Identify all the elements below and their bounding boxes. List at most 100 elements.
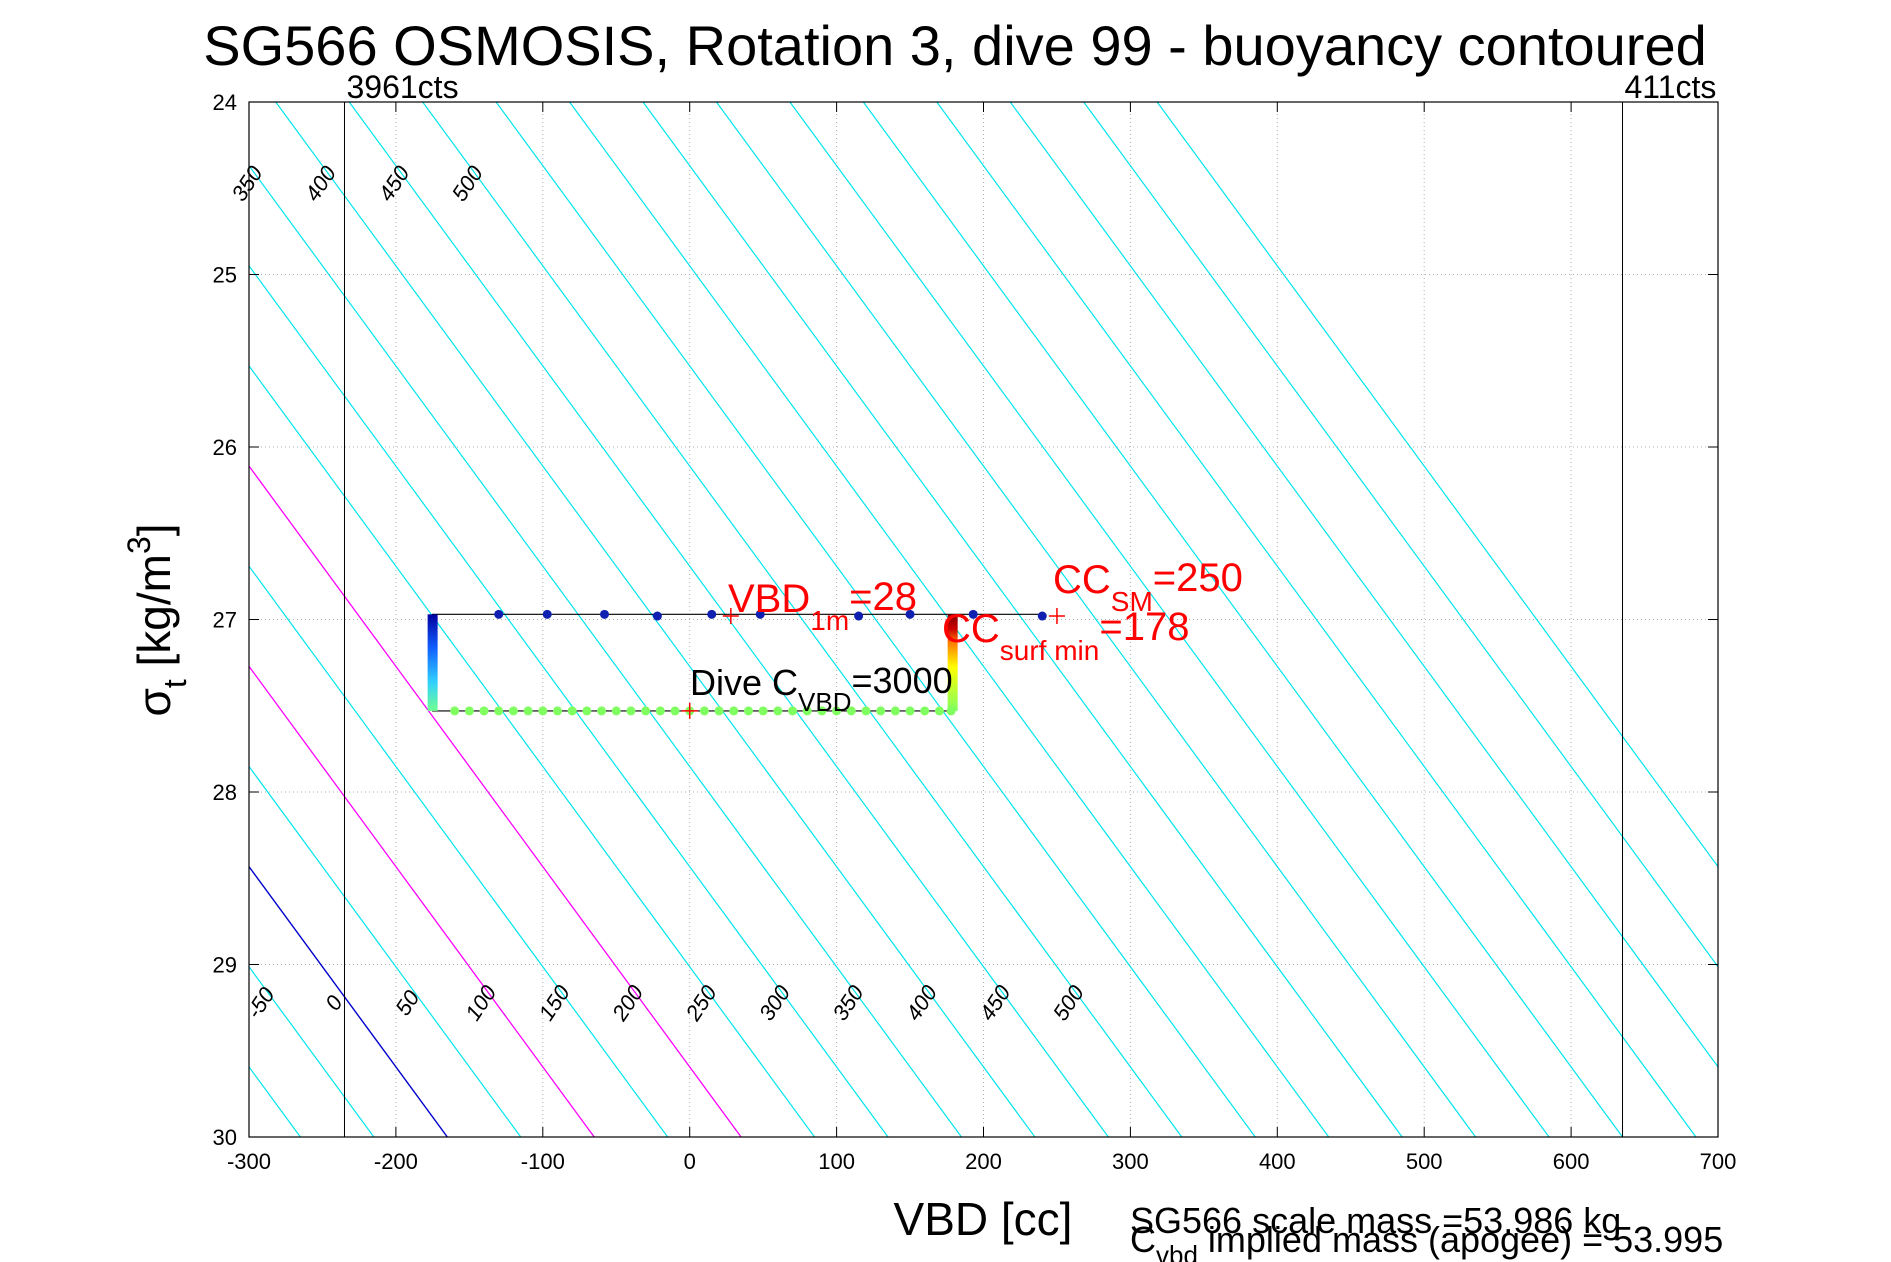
contour-line xyxy=(249,464,742,1137)
chart-title: SG566 OSMOSIS, Rotation 3, dive 99 - buo… xyxy=(203,14,1707,77)
data-point xyxy=(832,706,842,716)
data-point xyxy=(861,706,871,716)
data-point xyxy=(655,706,665,716)
data-point xyxy=(464,706,474,716)
y-label-sub: t xyxy=(157,679,193,688)
y-tick-label: 28 xyxy=(213,780,237,805)
data-point xyxy=(599,609,609,619)
markers xyxy=(681,608,1065,719)
contour-line xyxy=(422,102,1183,1137)
y-label-main: σ xyxy=(128,688,180,716)
x-tick-label: 200 xyxy=(965,1149,1002,1174)
data-point xyxy=(968,609,978,619)
limit-lines: 3961cts 411cts xyxy=(343,69,1717,1137)
contour-line xyxy=(249,865,448,1137)
y-axis-label: σt [kg/m3] xyxy=(121,523,193,716)
contour-line xyxy=(249,164,962,1137)
implied-mass-text: Cvbd implied mass (apogee) = 53.995 xyxy=(1130,1219,1723,1262)
data-point xyxy=(905,609,915,619)
contour-line xyxy=(495,102,1256,1137)
data-point xyxy=(508,706,518,716)
data-point xyxy=(1037,611,1047,621)
x-tick-label: 600 xyxy=(1553,1149,1590,1174)
x-tick-label: 100 xyxy=(818,1149,855,1174)
data-point xyxy=(876,706,886,716)
x-tick-label: -300 xyxy=(227,1149,271,1174)
contour-line xyxy=(862,102,1623,1137)
x-tick-label: 400 xyxy=(1259,1149,1296,1174)
y-tick-label: 24 xyxy=(213,90,237,115)
data-point xyxy=(450,706,460,716)
y-label-units: [kg/m xyxy=(128,554,180,679)
data-point xyxy=(788,706,798,716)
data-point xyxy=(626,706,636,716)
data-point xyxy=(817,706,827,716)
data-point xyxy=(652,611,662,621)
contour-line xyxy=(642,102,1403,1137)
data-point xyxy=(523,706,533,716)
cc-sm-annotation: CCSM=250 xyxy=(1053,556,1243,617)
data-point xyxy=(494,706,504,716)
data-points xyxy=(450,609,1047,716)
contour-line xyxy=(0,102,80,1137)
y-label-exp: 3 xyxy=(121,536,157,554)
data-point xyxy=(611,706,621,716)
plus-marker xyxy=(681,702,698,719)
data-point xyxy=(582,706,592,716)
data-point xyxy=(494,609,504,619)
data-point xyxy=(946,706,956,716)
svg-text:σt [kg/m3]: σt [kg/m3] xyxy=(121,523,193,716)
ascent-color-band xyxy=(947,614,958,711)
data-point xyxy=(934,706,944,716)
data-point xyxy=(729,706,739,716)
data-point xyxy=(707,609,717,619)
contour-line xyxy=(249,565,669,1137)
buoyancy-contours xyxy=(0,102,1718,1137)
grid xyxy=(249,102,1718,1137)
data-point xyxy=(538,706,548,716)
scale-mass-text: SG566 scale mass =53.986 kg xyxy=(1130,1200,1621,1241)
x-axis-label: VBD [cc] xyxy=(894,1193,1073,1245)
data-point xyxy=(758,706,768,716)
contour-line xyxy=(348,102,1109,1137)
plus-marker xyxy=(1048,608,1065,625)
x-tick-label: 0 xyxy=(684,1149,696,1174)
contour-line xyxy=(0,102,7,1137)
y-tick-label: 25 xyxy=(213,263,237,288)
contour-line xyxy=(936,102,1697,1137)
vbd-1m-annotation: VBD1m=28 xyxy=(728,575,917,636)
data-point xyxy=(542,609,552,619)
y-tick-label: 30 xyxy=(213,1125,237,1150)
data-point xyxy=(714,706,724,716)
data-point xyxy=(854,611,864,621)
contour-line xyxy=(789,102,1550,1137)
contour-line xyxy=(715,102,1477,1137)
data-point xyxy=(755,609,765,619)
limit-label: 411cts xyxy=(1625,69,1717,105)
data-point xyxy=(846,706,856,716)
contour-line xyxy=(1156,102,1718,868)
contour-line xyxy=(249,765,522,1137)
y-tick-label: 29 xyxy=(213,953,237,978)
contour-line xyxy=(0,102,227,1137)
dive-profile xyxy=(427,613,1043,712)
cc-surf-min-annotation: CCsurf min=178 xyxy=(942,605,1189,666)
data-point xyxy=(641,706,651,716)
x-tick-label: 300 xyxy=(1112,1149,1149,1174)
data-point xyxy=(670,706,680,716)
x-tick-label: -200 xyxy=(374,1149,418,1174)
data-point xyxy=(479,706,489,716)
dive-cvbd-annotation: Dive CVBD=3000 xyxy=(690,660,953,717)
x-tick-label: -100 xyxy=(521,1149,565,1174)
y-tick-label: 27 xyxy=(213,608,237,633)
data-point xyxy=(890,706,900,716)
data-point xyxy=(552,706,562,716)
data-point xyxy=(905,706,915,716)
data-point xyxy=(567,706,577,716)
contour-line xyxy=(249,665,595,1137)
y-tick-label: 26 xyxy=(213,435,237,460)
data-point xyxy=(920,706,930,716)
axis-ticks: -300 -200 -100 0 100 200 300 400 500 600 700 24 25 26… xyxy=(213,90,1737,1174)
x-tick-label: 700 xyxy=(1700,1149,1737,1174)
